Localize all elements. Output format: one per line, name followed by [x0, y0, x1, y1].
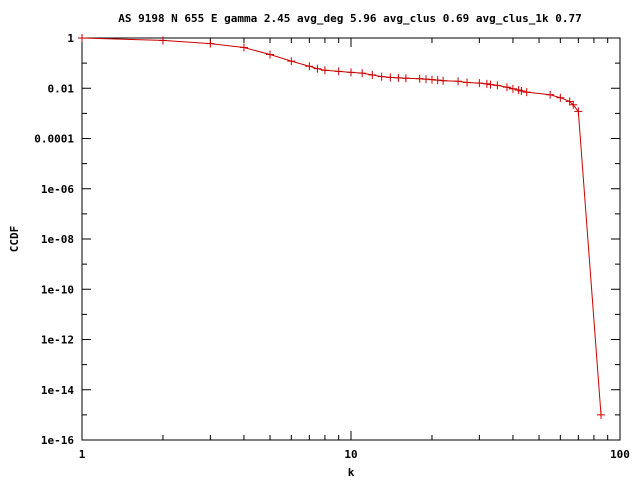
series-line — [81, 37, 602, 415]
data-point-marker — [517, 86, 526, 95]
data-point-marker — [394, 73, 403, 82]
data-point-marker — [427, 75, 436, 84]
x-tick-label: 1 — [79, 448, 86, 461]
y-tick-label: 1e-16 — [41, 434, 74, 447]
series-ccdf — [78, 34, 606, 419]
data-point-marker — [597, 410, 606, 419]
data-point-marker — [377, 72, 386, 81]
data-point-marker — [206, 39, 215, 48]
data-point-marker — [313, 64, 322, 73]
x-axis-label: k — [348, 466, 355, 479]
data-point-marker — [78, 34, 86, 42]
x-tick-label: 100 — [610, 448, 630, 461]
data-point-marker — [454, 77, 463, 86]
y-tick-label: 1e-06 — [41, 183, 74, 196]
data-point-marker — [320, 66, 329, 75]
data-point-marker — [569, 100, 578, 109]
y-tick-label: 1e-12 — [41, 334, 74, 347]
data-point-marker — [546, 90, 555, 99]
data-point-marker — [486, 80, 495, 89]
data-point-marker — [305, 62, 314, 71]
data-point-marker — [463, 78, 472, 87]
y-tick-label: 1 — [67, 32, 74, 45]
data-point-marker — [368, 70, 377, 79]
data-point-marker — [502, 83, 511, 92]
data-point-marker — [433, 76, 442, 85]
data-point-marker — [493, 81, 502, 90]
y-tick-label: 0.01 — [48, 82, 75, 95]
data-point-marker — [239, 43, 248, 52]
data-point-marker — [401, 74, 410, 83]
data-point-marker — [386, 73, 395, 82]
data-point-marker — [475, 79, 484, 88]
data-point-marker — [334, 67, 343, 76]
data-point-marker — [522, 88, 531, 97]
data-point-marker — [482, 79, 491, 88]
axis-ticks: 1 10 100 1 0.01 0.0001 1e-06 1e-08 1e-10 1e-12 1e-… — [34, 32, 630, 461]
data-point-marker — [158, 36, 167, 45]
plot-frame — [81, 37, 621, 441]
y-tick-label: 1e-14 — [41, 384, 74, 397]
data-point-marker — [439, 76, 448, 85]
y-axis-label: CCDF — [8, 226, 21, 253]
chart-title: AS 9198 N 655 E gamma 2.45 avg_deg 5.96 … — [118, 12, 582, 25]
data-point-marker — [287, 57, 296, 66]
data-point-marker — [565, 97, 574, 106]
x-tick-label: 10 — [344, 448, 357, 461]
data-point-marker — [266, 50, 275, 59]
data-point-marker — [347, 68, 355, 77]
y-tick-label: 1e-10 — [41, 283, 74, 296]
data-point-marker — [358, 69, 367, 78]
data-point-marker — [574, 107, 583, 116]
data-point-marker — [556, 93, 565, 102]
y-tick-label: 0.0001 — [34, 133, 74, 146]
data-point-marker — [508, 84, 517, 93]
y-tick-label: 1e-08 — [41, 233, 74, 246]
